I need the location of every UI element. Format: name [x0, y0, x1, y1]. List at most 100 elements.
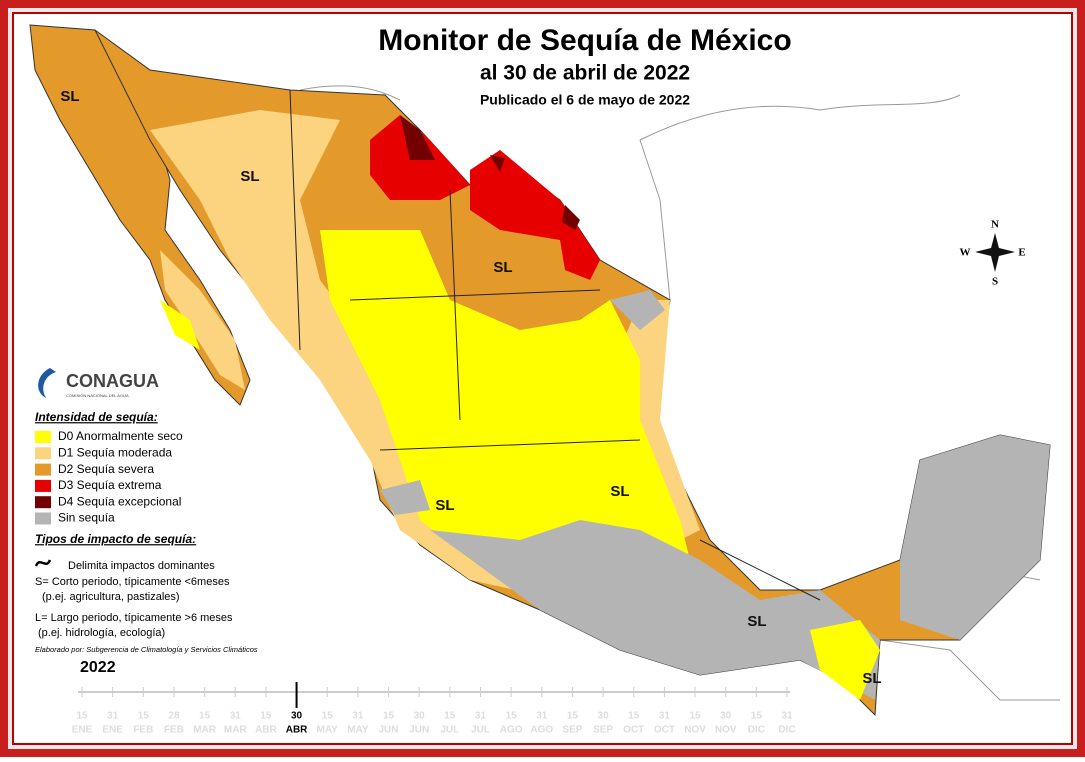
- timeline-day: 31: [107, 711, 119, 722]
- timeline-day: 15: [444, 711, 456, 722]
- timeline-day: 31: [475, 711, 487, 722]
- timeline-month: ENE: [72, 725, 93, 736]
- timeline-month: SEP: [562, 725, 582, 736]
- timeline-day: 31: [536, 711, 548, 722]
- timeline-day: 15: [567, 711, 579, 722]
- region-none-ne: [610, 290, 665, 330]
- map-label: SL: [862, 670, 881, 687]
- timeline-month: AGO: [530, 725, 553, 736]
- legend-label: Sin sequía: [58, 511, 115, 525]
- legend-title: Intensidad de sequía:: [35, 410, 158, 424]
- impacts-title: Tipos de impacto de sequía:: [35, 532, 196, 546]
- logo-name: CONAGUA: [66, 371, 159, 391]
- map-label: SL: [610, 483, 629, 500]
- timeline-day: 28: [168, 711, 180, 722]
- legend-label: D0 Anormalmente seco: [58, 429, 183, 443]
- logo-icon: [38, 368, 56, 398]
- timeline-day: 15: [260, 711, 272, 722]
- impacts-long: L= Largo periodo, típicamente >6 meses: [35, 612, 233, 624]
- legend-label: D1 Sequía moderada: [58, 445, 172, 459]
- region-none-south: [430, 520, 880, 700]
- boundary-symbol: [34, 559, 52, 567]
- timeline-day: 30: [598, 711, 610, 722]
- region-baja-d1: [160, 250, 245, 390]
- legend-label: D4 Sequía excepcional: [58, 494, 181, 508]
- timeline-month: JUN: [379, 725, 399, 736]
- timeline-month: JUL: [440, 725, 459, 736]
- legend-swatch: [35, 496, 51, 509]
- timeline-day: 31: [659, 711, 671, 722]
- logo-subtitle: COMISIÓN NACIONAL DEL AGUA: [66, 393, 129, 398]
- timeline-month: JUN: [409, 725, 429, 736]
- timeline-day: 15: [322, 711, 334, 722]
- timeline-day: 15: [689, 711, 701, 722]
- state-lines: [289, 89, 821, 601]
- timeline-month: OCT: [654, 725, 675, 736]
- published: Publicado el 6 de mayo de 2022: [480, 92, 690, 108]
- map-label: SL: [240, 168, 259, 185]
- map-label: SL: [60, 88, 79, 105]
- timeline-month: MAY: [317, 725, 339, 736]
- region-d3-b: [470, 150, 600, 280]
- timeline-day: 30: [291, 711, 303, 722]
- compass-s: S: [992, 276, 998, 288]
- legend-swatch: [35, 447, 51, 460]
- legend-swatch: [35, 512, 51, 525]
- timeline-month: FEB: [164, 725, 184, 736]
- timeline-day: 30: [414, 711, 426, 722]
- timeline-day: 15: [506, 711, 518, 722]
- compass-n: N: [991, 219, 999, 231]
- impacts-boundary: Delimita impactos dominantes: [68, 560, 215, 572]
- legend-label: D2 Sequía severa: [58, 462, 154, 476]
- timeline-month: NOV: [715, 725, 737, 736]
- map-label: SL: [435, 497, 454, 514]
- timeline-day: 31: [352, 711, 364, 722]
- timeline-day: 15: [628, 711, 640, 722]
- timeline-day: 31: [230, 711, 242, 722]
- timeline-month: AGO: [500, 725, 523, 736]
- region-d4-b: [490, 155, 580, 230]
- timeline-month: SEP: [593, 725, 613, 736]
- timeline-month: ABR: [255, 725, 277, 736]
- region-d0-chiapas: [810, 620, 880, 700]
- timeline-day: 15: [751, 711, 763, 722]
- timeline-day: 15: [383, 711, 395, 722]
- credit: Elaborado por: Subgerencia de Climatolog…: [35, 645, 258, 654]
- timeline-day: 15: [199, 711, 211, 722]
- map-label: SL: [747, 613, 766, 630]
- subtitle: al 30 de abril de 2022: [480, 62, 690, 85]
- region-d4-a: [400, 115, 435, 160]
- timeline-day: 15: [138, 711, 150, 722]
- timeline-month: OCT: [623, 725, 644, 736]
- legend-swatch: [35, 463, 51, 476]
- timeline-month: FEB: [133, 725, 153, 736]
- timeline-month: JUL: [471, 725, 490, 736]
- impacts-long-examples: (p.ej. hidrología, ecología): [38, 627, 165, 639]
- timeline-month: MAR: [224, 725, 248, 736]
- timeline-month: DIC: [778, 725, 795, 736]
- timeline-month: NOV: [684, 725, 706, 736]
- timeline-day: 15: [76, 711, 88, 722]
- title: Monitor de Sequía de México: [378, 24, 791, 57]
- map-label: SL: [493, 259, 512, 276]
- impacts-short: S= Corto periodo, típicamente <6meses: [35, 576, 230, 588]
- compass: N S W E: [960, 219, 1026, 288]
- timeline-month: MAR: [193, 725, 217, 736]
- impacts-short-examples: (p.ej. agricultura, pastizales): [42, 591, 180, 603]
- timeline-month: MAY: [347, 725, 369, 736]
- region-baja-d0: [160, 300, 200, 350]
- timeline-day: 31: [781, 711, 793, 722]
- timeline-day: 30: [720, 711, 732, 722]
- timeline-month: DIC: [748, 725, 765, 736]
- legend-label: D3 Sequía extrema: [58, 478, 162, 492]
- timeline-year: 2022: [80, 659, 116, 676]
- legend-swatch: [35, 479, 51, 492]
- timeline-month: ABR: [286, 725, 308, 736]
- compass-w: W: [960, 247, 971, 259]
- legend-swatch: [35, 431, 51, 443]
- timeline-month: ENE: [102, 725, 123, 736]
- compass-e: E: [1018, 247, 1025, 259]
- region-none-west: [380, 480, 430, 515]
- border-lines: [299, 85, 1060, 701]
